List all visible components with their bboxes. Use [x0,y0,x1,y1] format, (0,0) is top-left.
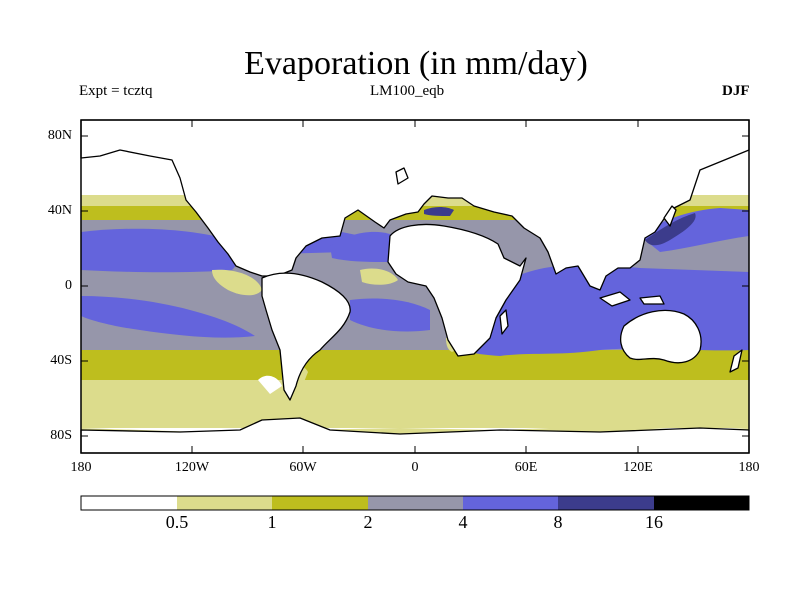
lat-label-40n: 40N [47,203,72,218]
colorbar-label-5: 16 [645,512,663,532]
colorbar-label-4: 8 [553,512,563,532]
lat-label-40s: 40S [50,353,72,368]
colorbar-label-1: 1 [267,512,277,532]
colorbar-swatch-4 [463,496,558,510]
lon-label-180e: 180 [738,460,760,475]
colorbar-swatch-0 [81,496,177,510]
colorbar-swatch-3 [368,496,463,510]
zone-atlantic-south [350,298,430,332]
north-america [80,119,750,291]
colorbar-swatch-2 [272,496,368,510]
lat-label-80s: 80S [50,428,72,443]
colorbar-label-0: 0.5 [165,512,189,532]
lon-label-120e: 120E [623,460,653,475]
zone-pacific-south [81,296,255,338]
run-label: LM100_eqb [370,83,445,99]
lon-label-60w: 60W [289,460,317,475]
colorbar [80,495,750,511]
colorbar-label-2: 2 [363,512,373,532]
south-america [261,272,351,401]
zone-pacific-north [81,228,238,273]
lat-label-80n: 80N [47,128,72,143]
experiment-label: Expt = tcztq [79,83,153,99]
colorbar-swatch-1 [177,496,272,510]
colorbar-swatch-5 [558,496,654,510]
coastlines [80,119,750,454]
map-title: Evaporation (in mm/day) [244,45,588,82]
season-label: DJF [722,83,750,99]
lon-label-0: 0 [411,460,419,475]
colorbar-label-3: 4 [458,512,468,532]
colorbar-swatch-6 [654,496,749,510]
zone-atlantic-north [330,231,395,262]
lon-label-120w: 120W [174,460,210,475]
zone-kuroshio-dark [645,213,696,246]
zone-gulfstream-dark [424,207,454,216]
lon-label-60e: 60E [514,460,538,475]
australia [619,309,702,364]
lat-label-0: 0 [65,278,72,293]
lon-label-180w: 180 [70,460,92,475]
